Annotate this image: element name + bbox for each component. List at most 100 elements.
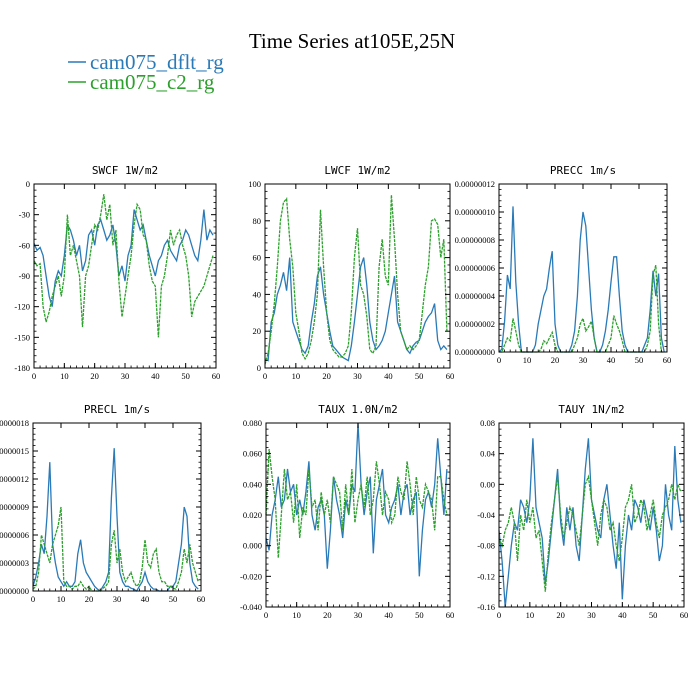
swcf-ytick-label: -90: [19, 271, 30, 281]
precl-ytick-label: 0.00000006: [0, 530, 29, 540]
swcf-ytick-label: -180: [14, 363, 30, 373]
taux-ytick-label: 0.000: [243, 541, 262, 551]
precl-xtick-label: 10: [57, 594, 66, 604]
tauy-series-dflt: [498, 438, 682, 608]
taux-xtick-label: 60: [446, 610, 455, 620]
legend-label-c2: cam075_c2_rg: [90, 70, 215, 94]
precc-xtick-label: 50: [635, 355, 644, 365]
tauy-ytick-label: -0.04: [477, 510, 495, 520]
taux-xtick-label: 0: [264, 610, 268, 620]
panel-precl: PRECL 1m/s 0 10 20 30 40 50 60 0.00000000 0.00000…: [0, 403, 205, 604]
taux-xtick-label: 20: [323, 610, 332, 620]
taux-ytick-label: 0.060: [243, 449, 262, 459]
precl-xtick-label: 50: [169, 594, 178, 604]
precc-ytick-label: 0.00000006: [455, 263, 495, 273]
taux-xtick-label: 40: [384, 610, 393, 620]
precc-xtick-label: 40: [607, 355, 616, 365]
precl-xtick-label: 40: [141, 594, 150, 604]
tauy-xtick-label: 0: [497, 610, 501, 620]
precc-series-dflt: [498, 206, 665, 353]
swcf-series-c2: [33, 194, 214, 338]
precl-ytick-label: 0.00000018: [0, 418, 29, 428]
precc-ytick-label: 0.00000008: [455, 235, 495, 245]
precc-xtick-label: 30: [579, 355, 588, 365]
figure-title: Time Series at105E,25N: [249, 29, 455, 53]
taux-series-c2: [265, 449, 448, 558]
tauy-ytick-label: -0.16: [477, 602, 495, 612]
taux-ytick-label: 0.020: [243, 510, 262, 520]
precc-xtick-label: 20: [551, 355, 560, 365]
swcf-title: SWCF 1W/m2: [92, 164, 158, 177]
panel-tauy: TAUY 1N/m2 0 10 20 30 40 50 60 -0.16 -0.12 -0.08 -0…: [477, 403, 688, 620]
tauy-ytick-label: 0.08: [480, 418, 495, 428]
taux-xtick-label: 10: [292, 610, 301, 620]
precl-ytick-label: 0.00000009: [0, 502, 29, 512]
lwcf-ytick-label: 20: [253, 326, 262, 336]
lwcf-xtick-label: 30: [353, 371, 362, 381]
precl-xtick-label: 60: [197, 594, 206, 604]
precc-ytick-label: 0.00000002: [455, 319, 495, 329]
panel-taux: TAUX 1.0N/m2 0 10 20 30 40 50 60 -0.040 -0.020 0.0…: [240, 403, 454, 620]
precc-ytick-label: 0.00000004: [455, 291, 496, 301]
lwcf-xtick-label: 50: [415, 371, 424, 381]
precc-ytick-label: 0.00000000: [455, 347, 495, 357]
swcf-xtick-label: 60: [212, 371, 221, 381]
precl-ytick-label: 0.00000000: [0, 586, 29, 596]
lwcf-title: LWCF 1W/m2: [324, 164, 390, 177]
precl-title: PRECL 1m/s: [84, 403, 150, 416]
precc-xtick-label: 10: [523, 355, 532, 365]
tauy-ytick-label: -0.12: [477, 571, 495, 581]
tauy-series-c2: [498, 474, 682, 592]
swcf-ytick-label: -120: [14, 302, 30, 312]
precl-ytick-label: 0.00000015: [0, 446, 29, 456]
swcf-xtick-label: 10: [60, 371, 69, 381]
precl-ytick-label: 0.00000012: [0, 474, 29, 484]
tauy-frame: [498, 422, 685, 608]
lwcf-series-dflt: [264, 257, 448, 362]
legend: cam075_dflt_rg cam075_c2_rg: [68, 50, 224, 94]
taux-xtick-label: 50: [415, 610, 424, 620]
precc-xtick-label: 60: [663, 355, 672, 365]
swcf-ytick-label: 0: [26, 179, 30, 189]
precl-xtick-label: 30: [113, 594, 122, 604]
lwcf-ytick-label: 80: [253, 216, 262, 226]
tauy-ytick-label: 0.04: [480, 449, 496, 459]
tauy-xtick-label: 10: [526, 610, 535, 620]
tauy-xtick-label: 60: [680, 610, 689, 620]
precc-ytick-label: 0.00000012: [455, 179, 495, 189]
precl-series-dflt: [32, 448, 199, 592]
lwcf-ytick-label: 100: [248, 179, 261, 189]
swcf-ytick-label: -30: [19, 210, 30, 220]
swcf-xtick-label: 50: [181, 371, 190, 381]
swcf-ytick-label: -150: [14, 332, 30, 342]
panel-lwcf: LWCF 1W/m2 0 10 20 30 40 50 60 0 20 40 60 80 100: [248, 164, 454, 381]
precl-xtick-label: 0: [31, 594, 35, 604]
lwcf-xtick-label: 10: [292, 371, 301, 381]
legend-label-dflt: cam075_dflt_rg: [90, 50, 224, 74]
tauy-xtick-label: 30: [587, 610, 596, 620]
panel-precc: PRECC 1m/s 0 10 20 30 40 50 60 0.00000000 0.00000…: [455, 164, 672, 365]
taux-ytick-label: 0.080: [243, 418, 262, 428]
tauy-xtick-label: 20: [556, 610, 565, 620]
swcf-ytick-label: -60: [19, 240, 30, 250]
taux-title: TAUX 1.0N/m2: [318, 403, 397, 416]
panel-swcf: SWCF 1W/m2 0 10 20 30 40 50 60 -180 -150 -120 -90 -6…: [14, 164, 220, 381]
tauy-xtick-label: 50: [649, 610, 658, 620]
swcf-xtick-label: 30: [121, 371, 130, 381]
swcf-xtick-label: 0: [32, 371, 36, 381]
lwcf-ytick-label: 40: [253, 289, 262, 299]
precc-frame: [498, 183, 668, 353]
taux-xtick-label: 30: [354, 610, 363, 620]
lwcf-xtick-label: 20: [322, 371, 331, 381]
taux-series-dflt: [265, 422, 448, 577]
tauy-ytick-label: -0.08: [477, 541, 495, 551]
swcf-xtick-label: 20: [90, 371, 99, 381]
tauy-title: TAUY 1N/m2: [558, 403, 624, 416]
lwcf-xtick-label: 0: [263, 371, 267, 381]
swcf-series-dflt: [33, 209, 214, 307]
lwcf-xtick-label: 40: [384, 371, 393, 381]
tauy-xtick-label: 40: [618, 610, 627, 620]
lwcf-ytick-label: 60: [253, 253, 262, 263]
